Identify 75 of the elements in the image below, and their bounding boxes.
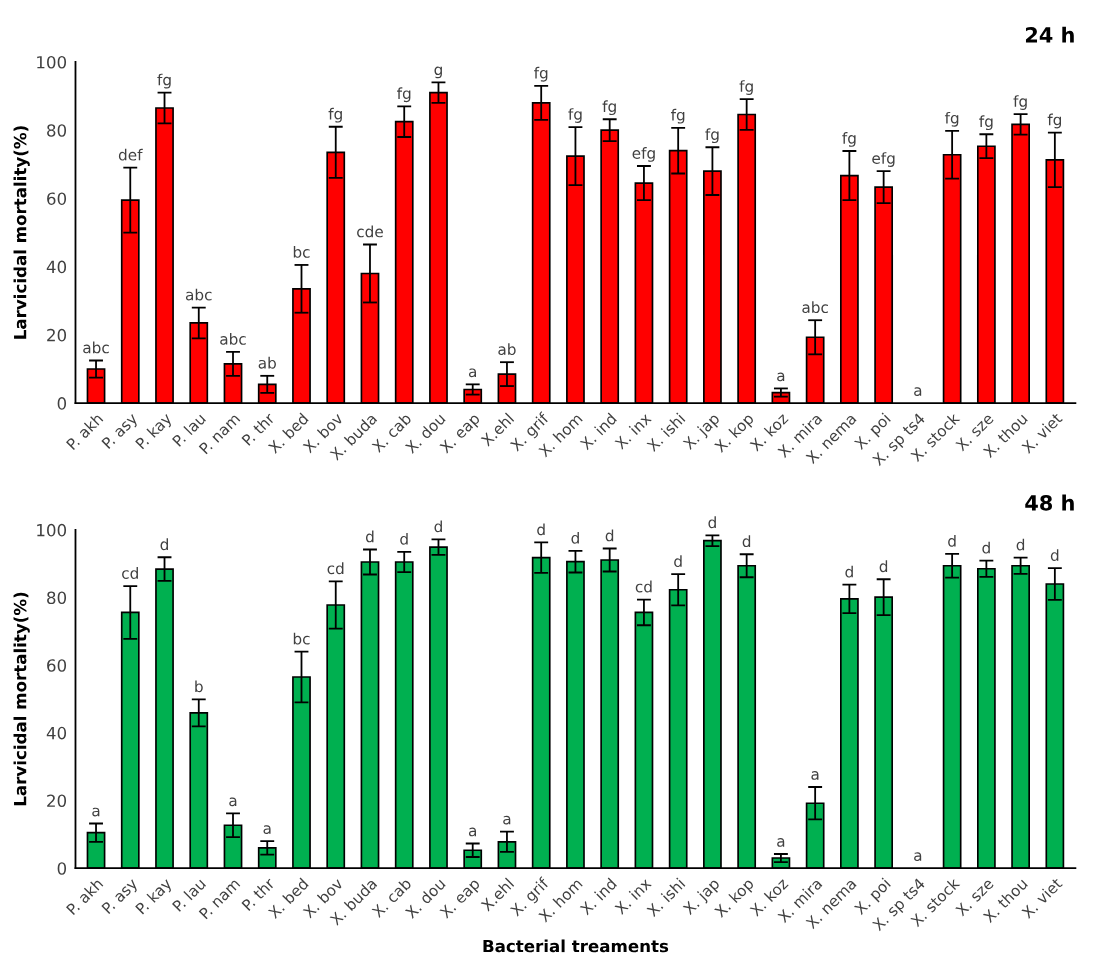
y-tick-label: 80 [47, 124, 67, 137]
data-label: a [229, 797, 237, 807]
y-tick-label: 100 [37, 523, 67, 537]
data-label: a [914, 852, 922, 862]
data-label: d [434, 520, 442, 533]
data-label: ab [498, 343, 516, 356]
data-label: d [982, 541, 990, 554]
data-label: a [777, 372, 785, 382]
data-label: fg [979, 115, 993, 131]
data-label: fg [842, 132, 856, 147]
y-tick-label: 0 [57, 397, 67, 410]
data-label: d [1050, 549, 1059, 561]
data-label: fg [1047, 113, 1062, 129]
data-label: d [948, 534, 956, 547]
data-label: cd [635, 580, 652, 593]
data-label: fg [602, 100, 616, 116]
data-label: d [1016, 538, 1025, 551]
data-label: fg [397, 87, 411, 103]
data-label: d [674, 555, 682, 568]
data-label: a [468, 368, 477, 378]
data-label: def [118, 148, 143, 161]
data-label: d [879, 560, 888, 573]
data-label: d [400, 532, 408, 545]
data-label: fg [705, 128, 719, 144]
x-axis-title: Bacterial treaments [483, 939, 669, 953]
y-tick-label: 80 [47, 591, 67, 605]
chart-title: 24 h [1025, 26, 1074, 43]
data-label: fg [1013, 95, 1027, 110]
data-label: abc [802, 301, 828, 314]
data-label: fg [568, 108, 582, 123]
data-label: bc [293, 245, 310, 258]
data-label: abc [185, 288, 212, 301]
data-label: cd [327, 562, 344, 575]
y-tick-label: 60 [47, 192, 67, 205]
data-label: a [777, 838, 785, 847]
data-label: d [845, 565, 853, 578]
data-label: a [503, 815, 511, 825]
y-tick-label: 20 [47, 328, 67, 342]
y-axis-title: Larvicidal mortality(%) [13, 592, 30, 806]
data-label: efg [872, 152, 895, 167]
data-label: ab [258, 356, 276, 369]
data-label: a [468, 827, 477, 837]
data-label: fg [328, 107, 342, 123]
data-label: fg [944, 111, 959, 127]
data-label: b [195, 680, 203, 693]
data-label: g [434, 66, 442, 79]
y-axis-title: Larvicidal mortality(%) [13, 126, 30, 339]
data-label: a [811, 771, 819, 780]
data-label: d [742, 535, 751, 548]
y-tick-label: 100 [37, 55, 67, 69]
data-label: abc [83, 341, 109, 354]
data-label: abc [220, 332, 246, 345]
data-label: d [537, 523, 545, 536]
chart-title: 48 h [1025, 494, 1074, 511]
data-label: d [365, 530, 374, 543]
y-tick-label: 40 [46, 260, 67, 274]
data-label: d [160, 538, 168, 551]
data-label: fg [670, 108, 685, 124]
data-label: a [263, 825, 271, 834]
data-label: fg [534, 66, 548, 82]
data-label: d [605, 529, 614, 542]
y-tick-label: 40 [46, 726, 67, 740]
data-label: efg [632, 147, 655, 162]
data-label: a [914, 387, 922, 396]
data-label: cd [122, 567, 138, 579]
data-label: d [708, 516, 716, 529]
y-tick-label: 20 [47, 794, 67, 808]
data-label: cde [357, 225, 383, 238]
data-label: fg [739, 80, 753, 95]
y-tick-label: 0 [57, 862, 67, 875]
data-label: fg [157, 73, 171, 89]
data-label: bc [293, 632, 310, 645]
data-label: d [571, 531, 579, 544]
y-tick-label: 60 [47, 659, 67, 672]
data-label: a [92, 807, 100, 817]
